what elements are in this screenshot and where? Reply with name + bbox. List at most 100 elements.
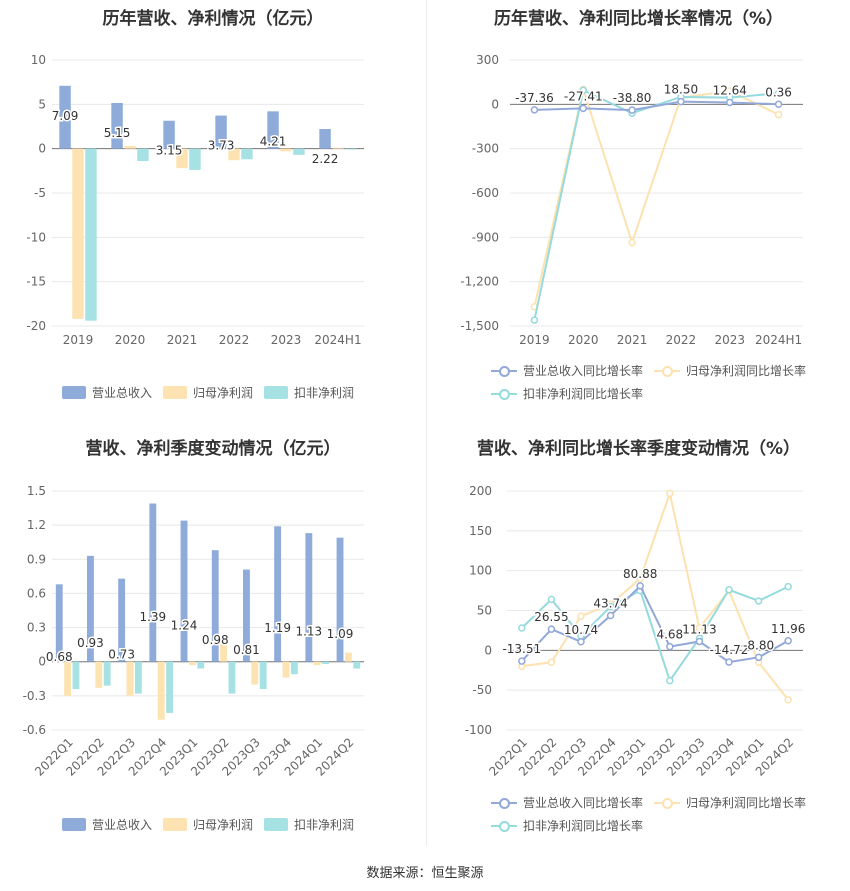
bar: [111, 103, 123, 149]
bar: [85, 148, 97, 321]
legend-label: 归母净利润同比增长率: [686, 796, 807, 810]
x-tick-label: 2022: [219, 333, 250, 347]
legend-swatch: [62, 818, 86, 831]
bar: [59, 85, 71, 149]
y-tick-label: 0: [38, 142, 46, 156]
x-tick-label: 2024H1: [755, 333, 802, 347]
bar: [103, 661, 111, 686]
legend-item[interactable]: 营业总收入: [62, 816, 152, 833]
bar: [319, 128, 331, 149]
bar: [332, 147, 344, 149]
data-label: 7.09: [52, 109, 79, 123]
y-tick-label: 1.2: [27, 518, 46, 532]
y-tick-label: -300: [472, 142, 499, 156]
bar: [176, 148, 188, 169]
data-point: [784, 695, 792, 704]
data-label: -8.80: [743, 638, 774, 652]
y-tick-label: 0.6: [27, 586, 46, 600]
data-label: 3.73: [208, 139, 235, 153]
chart-plot: 200150100500-50-1002022Q12022Q22022Q3202…: [465, 484, 807, 779]
legend-swatch: [264, 386, 288, 399]
legend-item[interactable]: 扣非净利润同比增长率: [491, 385, 643, 402]
bar: [55, 584, 63, 662]
bar: [305, 533, 313, 662]
bar: [228, 148, 240, 161]
bar: [149, 503, 157, 662]
data-point: [518, 624, 526, 632]
x-tick-label: 2021: [167, 333, 198, 347]
legend-item[interactable]: 营业总收入同比增长率: [491, 794, 643, 811]
chart-plot: 300 0 -300 -600 -900 -1,200 -1,500 2019 2020 2021…: [460, 53, 803, 347]
legend-item[interactable]: 营业总收入同比增长率: [491, 362, 643, 379]
legend-label: 营业总收入: [92, 386, 153, 400]
y-tick-label: -600: [472, 186, 499, 200]
data-point: [774, 110, 783, 119]
data-point: [774, 100, 783, 109]
y-tick-label: -50: [472, 683, 492, 697]
y-tick-label: -0.6: [23, 723, 46, 737]
bar: [259, 661, 267, 690]
x-tick-label: 2020: [568, 333, 599, 347]
data-label: 0.98: [202, 633, 229, 647]
x-tick-label: 2023: [714, 333, 745, 347]
bar: [241, 148, 253, 160]
data-label: 1.13: [295, 625, 322, 639]
legend-item[interactable]: 扣非净利润同比增长率: [491, 817, 643, 834]
bar: [134, 661, 142, 694]
bar: [118, 578, 126, 662]
bar: [322, 661, 329, 664]
bar: [72, 661, 80, 690]
data-point: [666, 676, 674, 685]
legend-item[interactable]: 归母净利润同比增长率: [654, 794, 806, 811]
data-point: [530, 316, 539, 324]
legend-item[interactable]: 归母净利润同比增长率: [654, 362, 806, 379]
legend-swatch: [264, 818, 288, 831]
series-line: [521, 584, 789, 664]
bar: [353, 661, 361, 669]
y-tick-label: 1.5: [27, 484, 46, 498]
data-point: [518, 657, 526, 665]
bar: [188, 661, 196, 666]
legend-item[interactable]: 扣非净利润: [264, 384, 354, 401]
legend-label: 营业总收入: [92, 818, 153, 832]
series-line: [521, 585, 789, 683]
bar: [72, 148, 84, 319]
y-tick-label: 5: [38, 97, 46, 111]
data-point: [754, 597, 763, 605]
y-tick-label: -0.3: [23, 689, 46, 703]
legend-item[interactable]: 归母净利润: [163, 816, 253, 833]
data-point: [547, 625, 556, 633]
legend-swatch: [654, 797, 680, 809]
data-label: -14.72: [710, 643, 749, 657]
chart-title: 营收、净利季度变动情况（亿元）: [85, 439, 341, 459]
data-label: 0.81: [233, 643, 260, 657]
legend-item[interactable]: 营业总收入: [62, 384, 152, 401]
data-point: [774, 89, 783, 97]
data-label: 0.73: [108, 647, 135, 661]
y-tick-label: -5: [34, 186, 46, 200]
bar: [220, 636, 228, 662]
chart-plot: 1.51.20.90.60.30-0.3-0.62022Q12022Q22022…: [23, 484, 364, 779]
chart-title: 历年营收、净利情况（亿元）: [102, 9, 324, 29]
y-tick-label: 0.9: [27, 552, 46, 566]
data-point: [725, 658, 733, 666]
bar: [313, 661, 321, 666]
bar: [126, 661, 134, 696]
legend-item[interactable]: 归母净利润: [163, 384, 253, 401]
data-point: [677, 97, 685, 106]
data-label: 0.68: [46, 650, 73, 664]
data-label: 11.13: [682, 622, 716, 636]
data-label: 1.19: [264, 621, 291, 635]
legend-item[interactable]: 扣非净利润: [264, 816, 354, 833]
data-point: [666, 489, 674, 498]
bar: [197, 661, 205, 669]
legend-label: 归母净利润: [193, 818, 254, 832]
bar: [189, 148, 201, 170]
data-point: [547, 595, 556, 604]
bar: [163, 120, 175, 149]
bar: [64, 661, 72, 696]
bar: [290, 661, 298, 675]
bar: [280, 148, 292, 152]
y-tick-label: 100: [469, 564, 492, 578]
y-tick-label: 0: [38, 655, 46, 669]
